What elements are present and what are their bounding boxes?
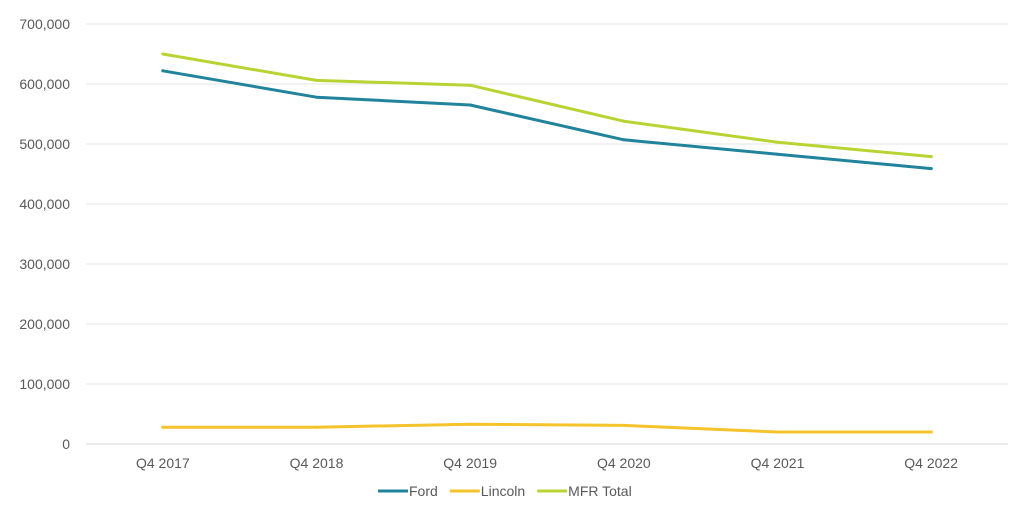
- y-tick-label: 700,000: [19, 16, 70, 32]
- data-point-ford: [929, 167, 933, 171]
- x-tick-label: Q4 2021: [751, 455, 805, 471]
- data-point-lincoln: [468, 422, 472, 426]
- data-point-ford: [622, 138, 626, 142]
- series-line-lincoln: [161, 422, 933, 434]
- data-point-lincoln: [622, 423, 626, 427]
- x-tick-label: Q4 2022: [904, 455, 958, 471]
- x-tick-label: Q4 2017: [136, 455, 190, 471]
- x-tick-label: Q4 2019: [443, 455, 497, 471]
- data-point-mfr-total: [161, 52, 165, 56]
- y-tick-label: 600,000: [19, 76, 70, 92]
- legend-label-ford: Ford: [409, 483, 438, 499]
- y-tick-label: 100,000: [19, 376, 70, 392]
- legend-label-lincoln: Lincoln: [481, 483, 525, 499]
- data-point-mfr-total: [315, 78, 318, 82]
- y-tick-label: 400,000: [19, 196, 70, 212]
- data-point-lincoln: [929, 430, 933, 434]
- y-tick-label: 500,000: [19, 136, 70, 152]
- x-axis-ticks: Q4 2017 Q4 2018 Q4 2019 Q4 2020 Q4 2021 Q4 20…: [136, 455, 958, 471]
- gridlines: [86, 23, 1008, 445]
- data-point-ford: [776, 152, 779, 156]
- data-point-lincoln: [776, 430, 779, 434]
- series-line-ford: [161, 69, 933, 171]
- data-point-ford: [161, 69, 165, 73]
- series-line-mfr-total: [161, 52, 933, 159]
- y-tick-label: 300,000: [19, 256, 70, 272]
- y-tick-label: 200,000: [19, 316, 70, 332]
- legend-label-mfr-total: MFR Total: [568, 483, 632, 499]
- data-point-ford: [315, 95, 318, 99]
- data-point-mfr-total: [776, 140, 779, 144]
- legend: Ford Lincoln MFR Total: [378, 483, 632, 499]
- series-lines: [161, 52, 933, 434]
- x-tick-label: Q4 2020: [597, 455, 651, 471]
- data-point-ford: [468, 103, 472, 107]
- data-point-mfr-total: [929, 155, 933, 159]
- x-tick-label: Q4 2018: [290, 455, 344, 471]
- data-point-lincoln: [161, 425, 165, 429]
- data-point-mfr-total: [622, 119, 626, 123]
- data-point-lincoln: [315, 425, 318, 429]
- y-axis-ticks: 0 100,000 200,000 300,000 400,000 500,000 600,…: [19, 16, 70, 452]
- data-point-mfr-total: [468, 83, 472, 87]
- y-tick-label: 0: [62, 436, 70, 452]
